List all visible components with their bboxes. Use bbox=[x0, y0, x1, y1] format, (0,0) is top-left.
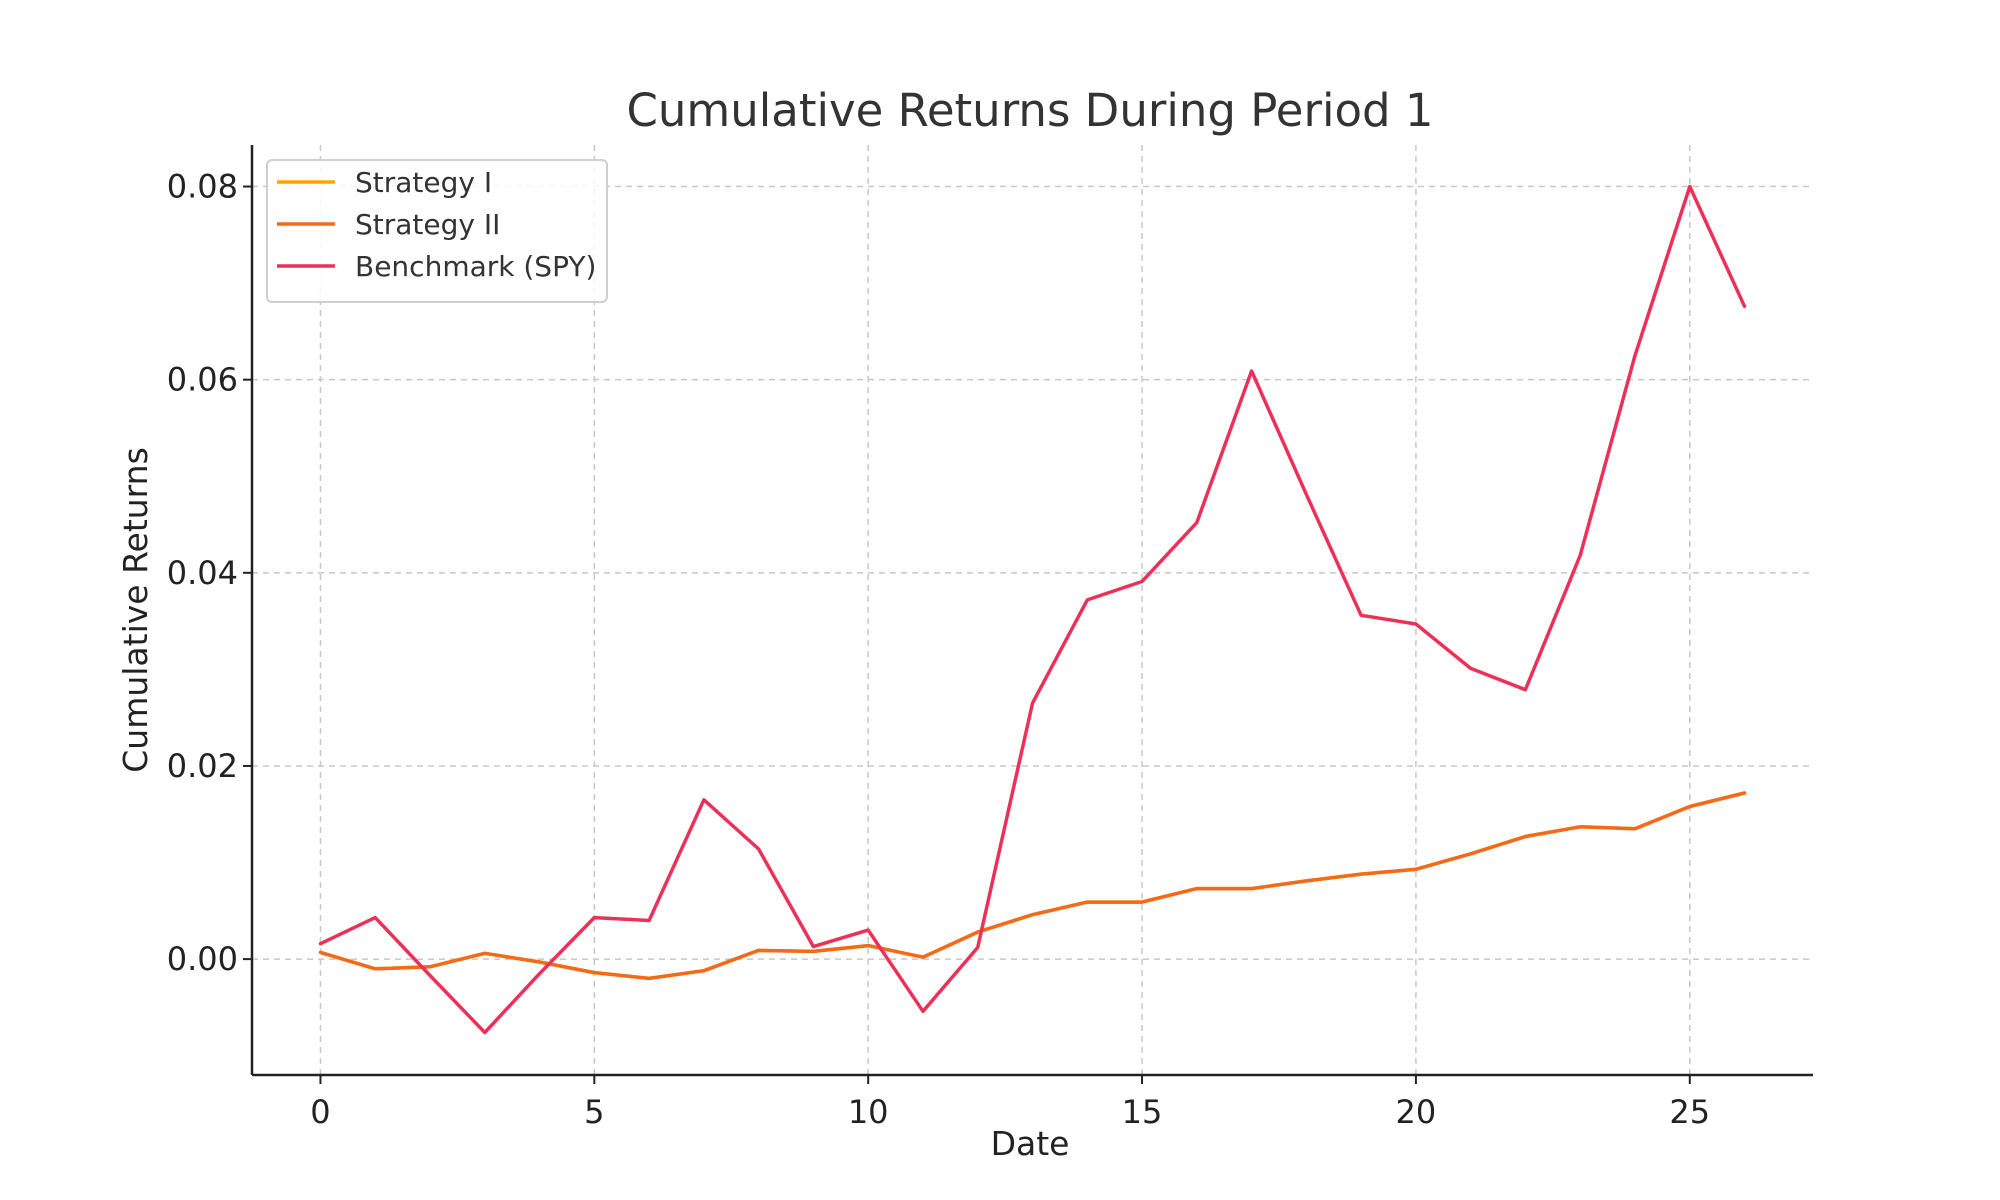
x-tick-label: 20 bbox=[1396, 1093, 1437, 1131]
series-line-1 bbox=[318, 791, 1747, 981]
x-axis-label: Date bbox=[991, 1124, 1070, 1163]
y-tick-label: 0.08 bbox=[167, 168, 238, 206]
y-tick-label: 0.00 bbox=[167, 940, 238, 978]
legend-entry-label: Strategy I bbox=[355, 166, 492, 199]
y-tick-label: 0.04 bbox=[167, 554, 238, 592]
y-tick-label: 0.06 bbox=[167, 361, 238, 399]
x-tick-label: 10 bbox=[848, 1093, 889, 1131]
series-line-2 bbox=[318, 791, 1747, 981]
legend-box bbox=[266, 159, 608, 303]
legend: Strategy I Strategy II Benchmark (SPY) bbox=[266, 159, 608, 303]
x-tick-label: 25 bbox=[1669, 1093, 1710, 1131]
axes bbox=[250, 145, 1813, 1077]
y-axis-label: Cumulative Returns bbox=[116, 447, 155, 773]
y-tick-label: 0.02 bbox=[167, 747, 238, 785]
x-tick-label: 5 bbox=[584, 1093, 604, 1131]
x-axis-ticks: 0 5 10 15 20 25 bbox=[310, 1075, 1710, 1131]
y-axis-ticks: 0.00 0.02 0.04 0.06 0.08 bbox=[167, 168, 252, 978]
legend-entry-label: Strategy II bbox=[355, 208, 500, 241]
x-tick-label: 15 bbox=[1122, 1093, 1163, 1131]
x-tick-label: 0 bbox=[310, 1093, 330, 1131]
series-lines bbox=[318, 184, 1747, 1035]
legend-entry-label: Benchmark (SPY) bbox=[355, 250, 596, 283]
chart-title: Cumulative Returns During Period 1 bbox=[626, 84, 1433, 137]
series-line-3 bbox=[318, 184, 1747, 1035]
